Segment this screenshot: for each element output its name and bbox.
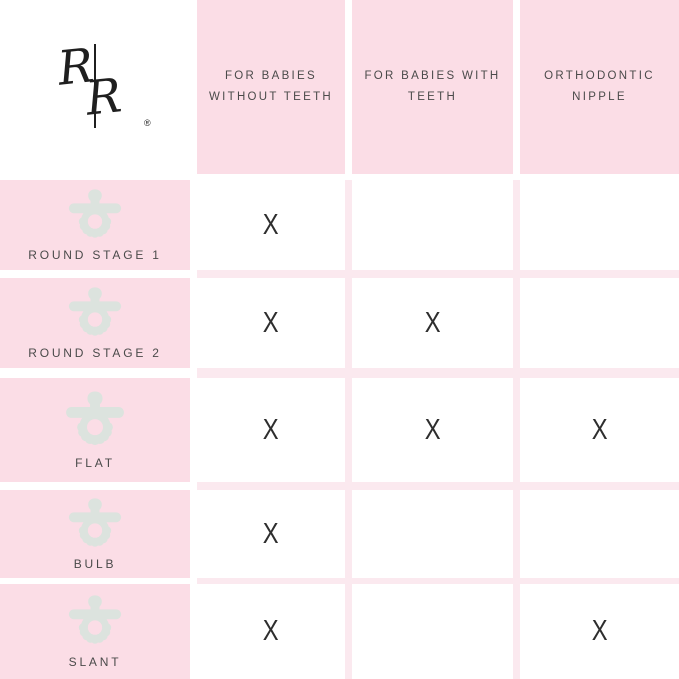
brand-logo-cell: R R ® bbox=[0, 0, 190, 174]
matrix-cell-r5-c2 bbox=[352, 584, 513, 679]
matrix-cell-r2-c2: X bbox=[352, 278, 513, 368]
matrix-cell-r3-c2: X bbox=[352, 378, 513, 482]
column-header-label: FOR BABIES WITHOUT TEETH bbox=[208, 70, 333, 103]
row-label: ROUND STAGE 1 bbox=[28, 248, 162, 263]
matrix-cell-r3-c1: X bbox=[197, 378, 345, 482]
matrix-cell-r2-c3 bbox=[520, 278, 679, 368]
monogram-vertical-stroke-icon bbox=[94, 44, 96, 128]
column-header-1: FOR BABIES WITHOUT TEETH bbox=[197, 0, 345, 174]
matrix-cell-r5-c3: X bbox=[520, 584, 679, 679]
pacifier-icon bbox=[68, 287, 122, 336]
x-mark: X bbox=[591, 413, 608, 446]
pacifier-icon bbox=[66, 391, 124, 446]
column-header-3: ORTHODONTIC NIPPLE bbox=[520, 0, 679, 174]
x-mark: X bbox=[263, 517, 279, 550]
pacifier-icon bbox=[68, 189, 122, 238]
x-mark: X bbox=[263, 615, 279, 647]
row-header-bulb: BULB bbox=[0, 490, 190, 578]
row-label: ROUND STAGE 2 bbox=[28, 346, 162, 361]
row-label: SLANT bbox=[68, 654, 122, 669]
x-mark: X bbox=[591, 615, 608, 647]
monogram-letter-r2: R bbox=[83, 68, 125, 127]
column-header-2: FOR BABIES WITH TEETH bbox=[352, 0, 513, 174]
x-mark: X bbox=[263, 208, 279, 241]
x-mark: X bbox=[424, 306, 441, 339]
matrix-cell-r1-c1: X bbox=[197, 180, 345, 270]
matrix-cell-r3-c3: X bbox=[520, 378, 679, 482]
registered-trademark: ® bbox=[144, 118, 151, 128]
row-header-round-stage-1: ROUND STAGE 1 bbox=[0, 180, 190, 270]
matrix-cell-r1-c3 bbox=[520, 180, 679, 270]
brand-monogram-icon: R R ® bbox=[46, 34, 166, 138]
x-mark: X bbox=[424, 413, 441, 446]
matrix-cell-r5-c1: X bbox=[197, 584, 345, 679]
row-label: BULB bbox=[73, 557, 117, 572]
row-header-flat: FLAT bbox=[0, 378, 190, 482]
pacifier-icon bbox=[68, 498, 122, 547]
row-header-round-stage-2: ROUND STAGE 2 bbox=[0, 278, 190, 368]
row-label: FLAT bbox=[75, 455, 115, 470]
column-header-label: ORTHODONTIC NIPPLE bbox=[544, 70, 655, 103]
matrix-cell-r4-c1: X bbox=[197, 490, 345, 578]
matrix-cell-r4-c2 bbox=[352, 490, 513, 578]
pacifier-icon bbox=[68, 595, 122, 645]
row-header-slant: SLANT bbox=[0, 584, 190, 679]
x-mark: X bbox=[263, 413, 279, 446]
column-header-label: FOR BABIES WITH TEETH bbox=[364, 70, 501, 103]
matrix-cell-r4-c3 bbox=[520, 490, 679, 578]
matrix-cell-r2-c1: X bbox=[197, 278, 345, 368]
x-mark: X bbox=[263, 306, 279, 339]
matrix-cell-r1-c2 bbox=[352, 180, 513, 270]
